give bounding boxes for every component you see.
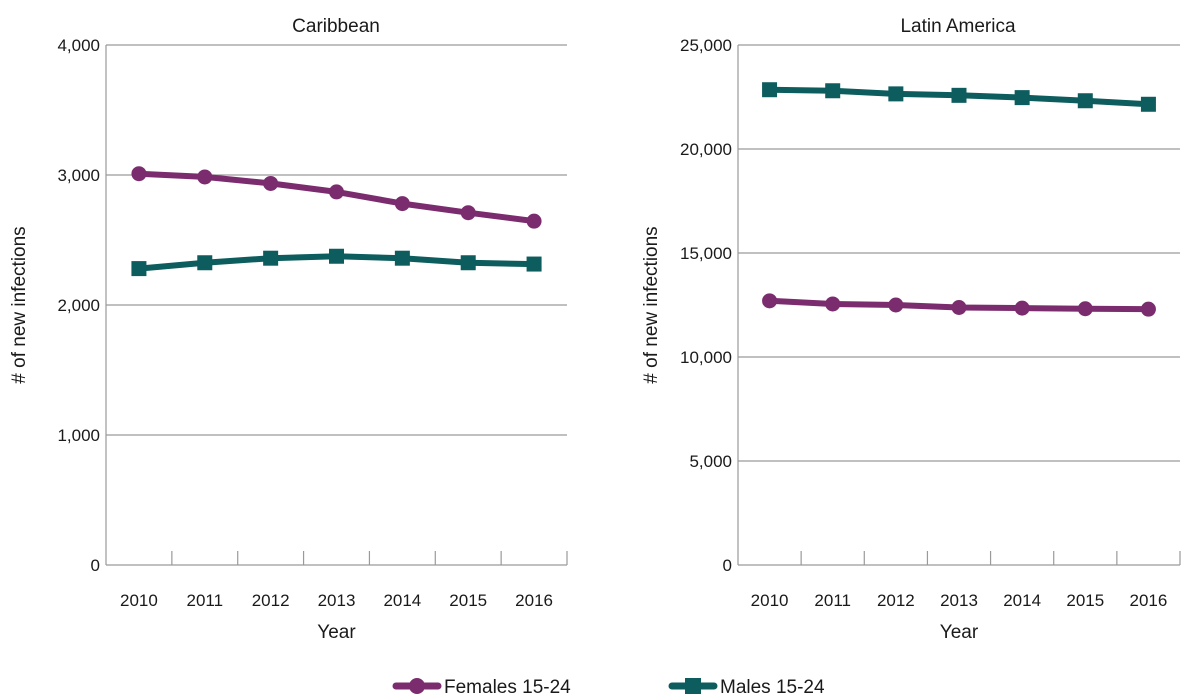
legend-marker-males — [685, 678, 701, 694]
latin-america-x-tick-label: 2013 — [940, 591, 978, 610]
caribbean-y-tick-label: 3,000 — [57, 166, 100, 185]
latin-america-x-tick-label: 2010 — [751, 591, 789, 610]
caribbean-x-tick-label: 2014 — [383, 591, 421, 610]
latin-america-point-males-15-24 — [825, 83, 841, 99]
latin-america-x-tick-label: 2016 — [1130, 591, 1168, 610]
legend: Females 15-24 Males 15-24 — [392, 677, 825, 698]
caribbean-y-tick-label: 1,000 — [57, 426, 100, 445]
latin-america-y-tick-label: 20,000 — [680, 140, 732, 159]
caribbean-x-tick-label: 2015 — [449, 591, 487, 610]
caribbean-y-tick-label: 4,000 — [57, 36, 100, 55]
caribbean-x-tick-label: 2010 — [120, 591, 158, 610]
latin-america-point-males-15-24 — [762, 82, 778, 98]
legend-label-males: Males 15-24 — [720, 677, 825, 698]
caribbean-point-females-15-24 — [131, 166, 147, 182]
latin-america-x-axis-title: Year — [940, 622, 979, 643]
caribbean-point-males-15-24 — [460, 255, 476, 271]
latin-america-y-tick-label: 10,000 — [680, 348, 732, 367]
caribbean-point-females-15-24 — [197, 169, 213, 185]
latin-america-point-females-15-24 — [951, 299, 967, 315]
latin-america-point-males-15-24 — [888, 86, 904, 102]
latin-america-y-tick-label: 5,000 — [689, 452, 732, 471]
latin-america-point-females-15-24 — [762, 293, 778, 309]
latin-america-y-tick-label: 25,000 — [680, 36, 732, 55]
latin-america-point-females-15-24 — [825, 296, 841, 312]
latin-america-chart-title: Latin America — [900, 16, 1016, 37]
legend-item-males: Males 15-24 — [668, 677, 825, 698]
latin-america-y-axis-title: # of new infections — [641, 226, 662, 383]
caribbean-point-males-15-24 — [526, 256, 542, 272]
legend-label-females: Females 15-24 — [444, 677, 571, 698]
latin-america-y-tick-label: 15,000 — [680, 244, 732, 263]
caribbean-y-tick-label: 2,000 — [57, 296, 100, 315]
latin-america-x-tick-label: 2015 — [1066, 591, 1104, 610]
caribbean-point-females-15-24 — [526, 213, 542, 229]
caribbean-chart-title: Caribbean — [292, 16, 380, 37]
latin-america-point-females-15-24 — [1014, 300, 1030, 316]
caribbean-x-tick-label: 2012 — [252, 591, 290, 610]
latin-america-y-tick-label: 0 — [723, 556, 732, 575]
latin-america-chart: 0 5,000 10,000 15,000 20,000 25,000 2010 2011 20… — [641, 16, 1181, 643]
latin-america-point-females-15-24 — [888, 297, 904, 313]
latin-america-x-tick-label: 2011 — [814, 591, 851, 610]
caribbean-point-females-15-24 — [394, 196, 410, 212]
caribbean-y-tick-label: 0 — [91, 556, 100, 575]
caribbean-point-males-15-24 — [394, 250, 410, 266]
latin-america-point-males-15-24 — [951, 87, 967, 103]
caribbean-x-axis-title: Year — [317, 622, 356, 643]
caribbean-point-males-15-24 — [131, 261, 147, 277]
latin-america-point-males-15-24 — [1140, 96, 1156, 112]
legend-marker-females — [409, 678, 425, 694]
latin-america-x-tick-label: 2012 — [877, 591, 915, 610]
caribbean-x-tick-label: 2013 — [318, 591, 356, 610]
latin-america-point-males-15-24 — [1077, 93, 1093, 109]
caribbean-point-males-15-24 — [197, 255, 213, 271]
latin-america-point-females-15-24 — [1077, 301, 1093, 317]
caribbean-point-females-15-24 — [263, 175, 279, 191]
latin-america-point-females-15-24 — [1140, 301, 1156, 317]
caribbean-point-females-15-24 — [460, 205, 476, 221]
caribbean-point-males-15-24 — [329, 248, 344, 264]
legend-item-females: Females 15-24 — [392, 677, 571, 698]
caribbean-point-females-15-24 — [329, 184, 344, 200]
caribbean-x-tick-label: 2016 — [515, 591, 553, 610]
caribbean-x-tick-label: 2011 — [187, 591, 224, 610]
latin-america-point-males-15-24 — [1014, 90, 1030, 106]
caribbean-point-males-15-24 — [263, 250, 279, 266]
latin-america-x-tick-label: 2014 — [1003, 591, 1041, 610]
caribbean-chart: 0 1,000 2,000 3,000 4,000 2010 2011 2012 2013 201… — [9, 16, 568, 643]
caribbean-y-axis-title: # of new infections — [9, 226, 30, 383]
